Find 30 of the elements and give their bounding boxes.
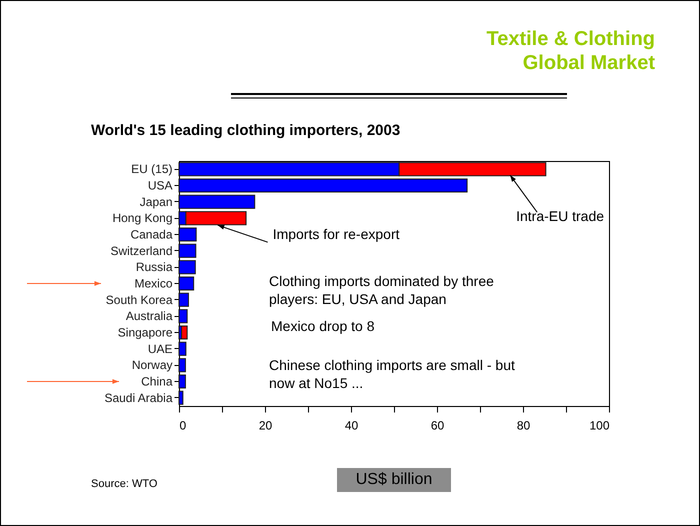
y-tick-label: Norway xyxy=(132,358,172,372)
annotation: Imports for re-export xyxy=(272,225,400,244)
y-tick-label: Mexico xyxy=(134,276,173,290)
annotation: Mexico drop to 8 xyxy=(271,317,374,335)
y-tick-label: China xyxy=(141,374,173,388)
y-tick-label: Saudi Arabia xyxy=(104,390,173,405)
x-tick-label: 100 xyxy=(589,418,610,432)
y-tick-label: Singapore xyxy=(118,326,173,340)
x-tick-label: 20 xyxy=(258,418,272,432)
chart-title: Textile & Clothing Global Market xyxy=(485,27,655,75)
y-tick-label: Hong Kong xyxy=(112,211,172,226)
annotation: Intra-EU trade xyxy=(516,207,604,226)
x-tick-label: 0 xyxy=(180,418,186,432)
y-tick-label: South Korea xyxy=(106,292,173,307)
annotation: Chinese clothing imports are small - but now at No15 ... xyxy=(269,356,516,392)
y-tick-label: Japan xyxy=(140,194,172,209)
y-tick-label: EU (15) xyxy=(131,162,173,176)
y-tick-label: Canada xyxy=(130,228,173,242)
x-tick-label: 60 xyxy=(430,418,444,432)
x-tick-label: 40 xyxy=(344,418,358,432)
y-tick-label: UAE xyxy=(148,342,172,356)
chart-subtitle: World's 15 leading clothing importers, 2003 xyxy=(91,122,400,139)
y-tick-label: USA xyxy=(148,178,172,192)
y-tick-label: Russia xyxy=(136,260,173,274)
x-axis-title: US$ billion xyxy=(337,468,451,492)
annotation: Clothing imports dominated by three players: EU, USA and Japan xyxy=(269,272,495,308)
source-note: Source: WTO xyxy=(91,477,158,492)
x-tick-label: 80 xyxy=(516,418,530,432)
y-tick-label: Australia xyxy=(126,309,173,324)
y-tick-label: Switzerland xyxy=(110,244,172,258)
